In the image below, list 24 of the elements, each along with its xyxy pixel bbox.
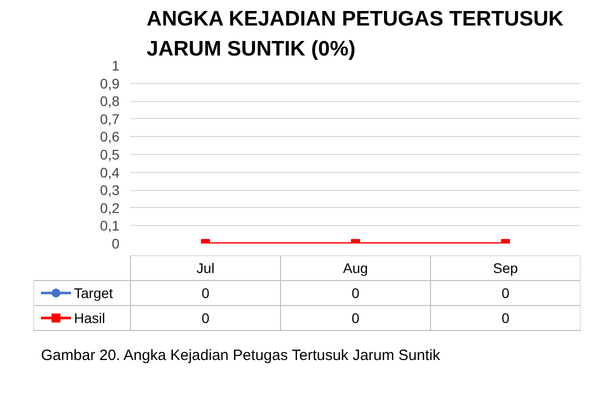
y-tick-label: 0,3 bbox=[100, 182, 120, 198]
y-tick-label: 0,8 bbox=[100, 93, 120, 110]
text: 0 bbox=[202, 310, 210, 326]
data-label: 0 bbox=[502, 285, 510, 301]
text: Gambar 20. Angka Kejadian Petugas Tertusuk Jarum Suntik bbox=[41, 347, 441, 364]
x-tick-label: Aug bbox=[343, 260, 368, 276]
y-tick-label: 0 bbox=[112, 236, 120, 252]
y-tick-label: 0,4 bbox=[100, 164, 120, 180]
data-label: 0 bbox=[202, 285, 210, 301]
y-tick-label: 0,9 bbox=[100, 75, 120, 92]
legend-label: Hasil bbox=[74, 310, 106, 326]
y-tick-label: 0,5 bbox=[100, 146, 120, 162]
chart-title: ANGKA KEJADIAN PETUGAS TERTUSUK JARUM SUNTIK (0%) bbox=[146, 8, 564, 60]
y-tick-label: 1 bbox=[112, 58, 120, 74]
x-tick-label: Jul bbox=[196, 260, 214, 276]
y-tick-label: 0,6 bbox=[100, 128, 120, 145]
legend-label: Target bbox=[74, 285, 114, 301]
y-tick-label: 0,2 bbox=[100, 200, 120, 216]
y-tick-label: 0,1 bbox=[100, 218, 120, 234]
x-tick-label: Sep bbox=[493, 260, 518, 276]
y-tick-label: 0,7 bbox=[100, 110, 120, 127]
data-label: 0 bbox=[352, 285, 360, 301]
text: 0 bbox=[352, 310, 360, 326]
text: 0 bbox=[502, 310, 510, 326]
